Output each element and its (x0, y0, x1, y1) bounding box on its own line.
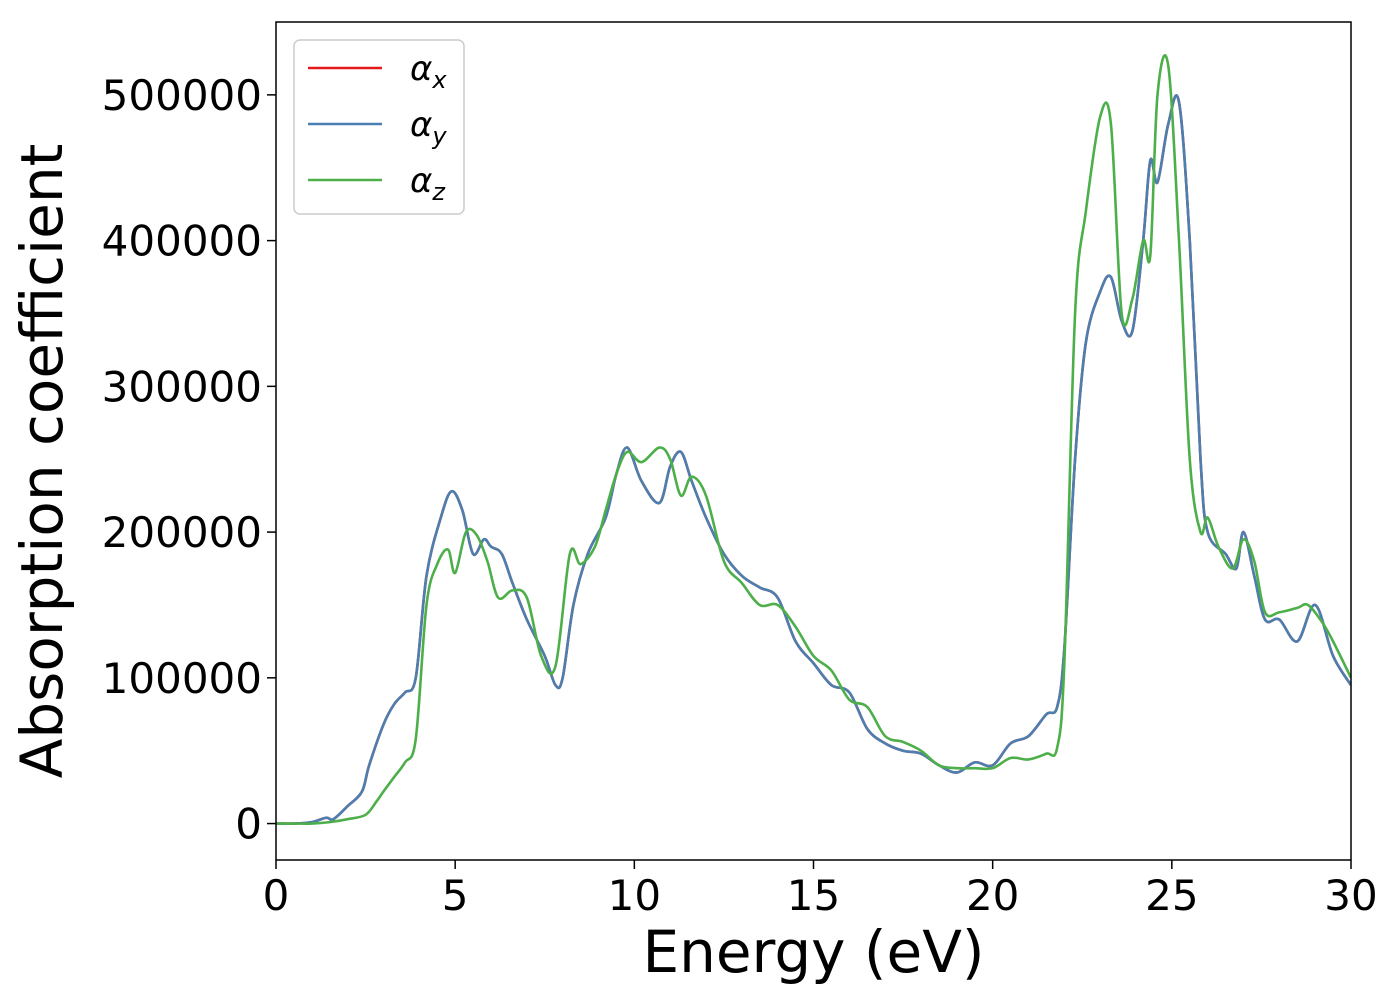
y-tick-label: 0 (235, 800, 262, 849)
y-tick-label: 300000 (102, 362, 262, 411)
x-axis-ticks: 0 5 10 15 20 25 30 (263, 860, 1378, 920)
series-layer (276, 54, 1351, 825)
legend-label-z: αz (410, 161, 446, 206)
x-tick-label: 5 (442, 871, 469, 920)
x-tick-label: 25 (1145, 871, 1198, 920)
y-tick-label: 200000 (102, 508, 262, 557)
y-tick-label: 400000 (102, 217, 262, 266)
y-axis-ticks: 0 100000 200000 300000 400000 500000 (102, 71, 276, 849)
legend-label-y: αy (410, 105, 447, 150)
legend-label-x: αx (410, 49, 447, 94)
x-tick-label: 20 (966, 871, 1019, 920)
y-tick-label: 100000 (102, 654, 262, 703)
x-tick-label: 0 (263, 871, 290, 920)
x-tick-label: 15 (787, 871, 840, 920)
series-line-alpha-z (276, 54, 1351, 825)
legend-box (293, 39, 465, 215)
x-tick-label: 10 (608, 871, 661, 920)
x-tick-label: 30 (1324, 871, 1377, 920)
y-axis-label: Absorption coefficient (8, 144, 76, 779)
y-tick-label: 500000 (102, 71, 262, 120)
x-axis-label: Energy (eV) (642, 918, 984, 986)
legend: αx αy αz (293, 39, 465, 215)
series-line-alpha-y (276, 94, 1351, 825)
